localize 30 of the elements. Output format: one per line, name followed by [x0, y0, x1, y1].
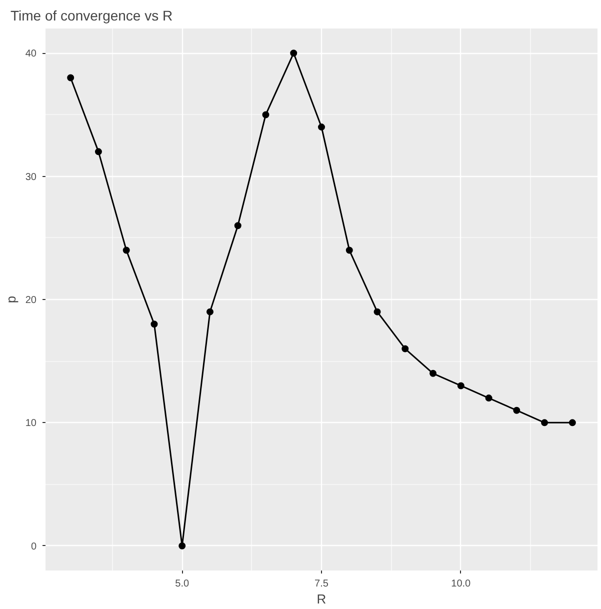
point	[94, 148, 102, 156]
point	[178, 542, 186, 550]
point	[206, 308, 214, 316]
point	[150, 320, 158, 328]
y-tick-label: 40	[25, 48, 37, 60]
point	[290, 50, 298, 57]
y-tick-label: 20	[25, 295, 37, 306]
point	[402, 345, 409, 352]
point	[234, 222, 242, 230]
point	[541, 419, 548, 426]
point	[262, 111, 270, 118]
y-tick-label: 0	[30, 541, 37, 552]
x-tick-label: 5.0	[175, 578, 190, 590]
x-tick-label: 10.0	[451, 578, 472, 590]
y-axis-title: p	[3, 296, 18, 304]
point	[374, 308, 381, 316]
point	[485, 394, 492, 402]
x-tick-label: 7.5	[314, 578, 329, 590]
point	[122, 246, 130, 254]
point	[346, 246, 353, 254]
point	[430, 370, 437, 377]
point	[457, 382, 464, 390]
point	[568, 419, 576, 426]
y-tick-label: 10	[25, 418, 37, 430]
point	[513, 406, 520, 414]
point	[67, 74, 74, 82]
y-tick-label: 30	[25, 172, 37, 183]
point	[318, 124, 325, 131]
chart-title: Time of convergence vs R	[10, 8, 173, 24]
x-axis-title: R	[316, 592, 326, 606]
